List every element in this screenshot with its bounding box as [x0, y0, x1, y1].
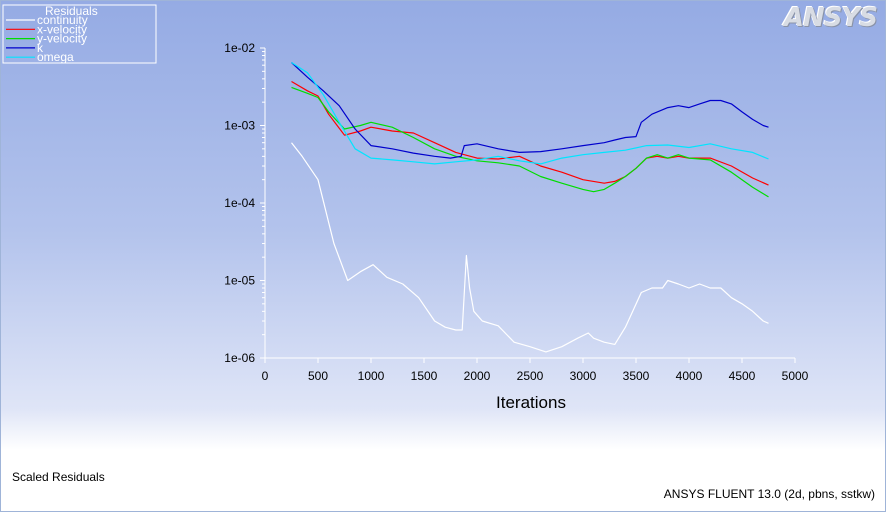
series-line-continuity [291, 142, 769, 353]
x-tick-label: 5000 [782, 369, 809, 383]
series-line-omega [291, 61, 769, 165]
legend-label-continuity: continuity [37, 13, 88, 27]
series-layer [291, 61, 769, 353]
ansys-logo: ANSYS [783, 3, 878, 33]
legend-title: Residuals [45, 4, 98, 18]
y-tick-label: 1e-02 [224, 41, 255, 55]
x-tick-label: 3000 [570, 369, 597, 383]
residuals-chart: Residuals continuityx-velocityy-velocity… [2, 4, 809, 412]
legend-label-x-velocity: x-velocity [37, 22, 87, 36]
legend-label-k: k [37, 41, 44, 55]
axes: 0 500 1000 1500 2000 2500 3000 3500 4000 4500 5000… [224, 41, 808, 383]
legend-label-omega: omega [37, 50, 74, 64]
x-axis-label: Iterations [496, 393, 566, 412]
y-tick-label: 1e-04 [224, 196, 255, 210]
x-tick-label: 1500 [411, 369, 438, 383]
x-tick-label: 2500 [517, 369, 544, 383]
x-tick-label: 3500 [623, 369, 650, 383]
x-tick-label: 4000 [676, 369, 703, 383]
x-tick-label: 2000 [464, 369, 491, 383]
y-tick-label: 1e-03 [224, 119, 255, 133]
y-tick-label: 1e-06 [224, 351, 255, 365]
solver-info: ANSYS FLUENT 13.0 (2d, pbns, sstkw) [663, 487, 875, 501]
y-tick-label: 1e-05 [224, 274, 255, 288]
x-tick-label: 1000 [358, 369, 385, 383]
series-line-y-velocity [291, 86, 769, 198]
legend-label-y-velocity: y-velocity [37, 32, 87, 46]
legend-box [2, 4, 157, 64]
x-tick-label: 0 [262, 369, 269, 383]
x-tick-label: 4500 [729, 369, 756, 383]
x-tick-label: 500 [308, 369, 328, 383]
series-line-k [291, 62, 769, 159]
plot-description: Scaled Residuals [12, 470, 105, 484]
series-line-x-velocity [291, 80, 769, 186]
